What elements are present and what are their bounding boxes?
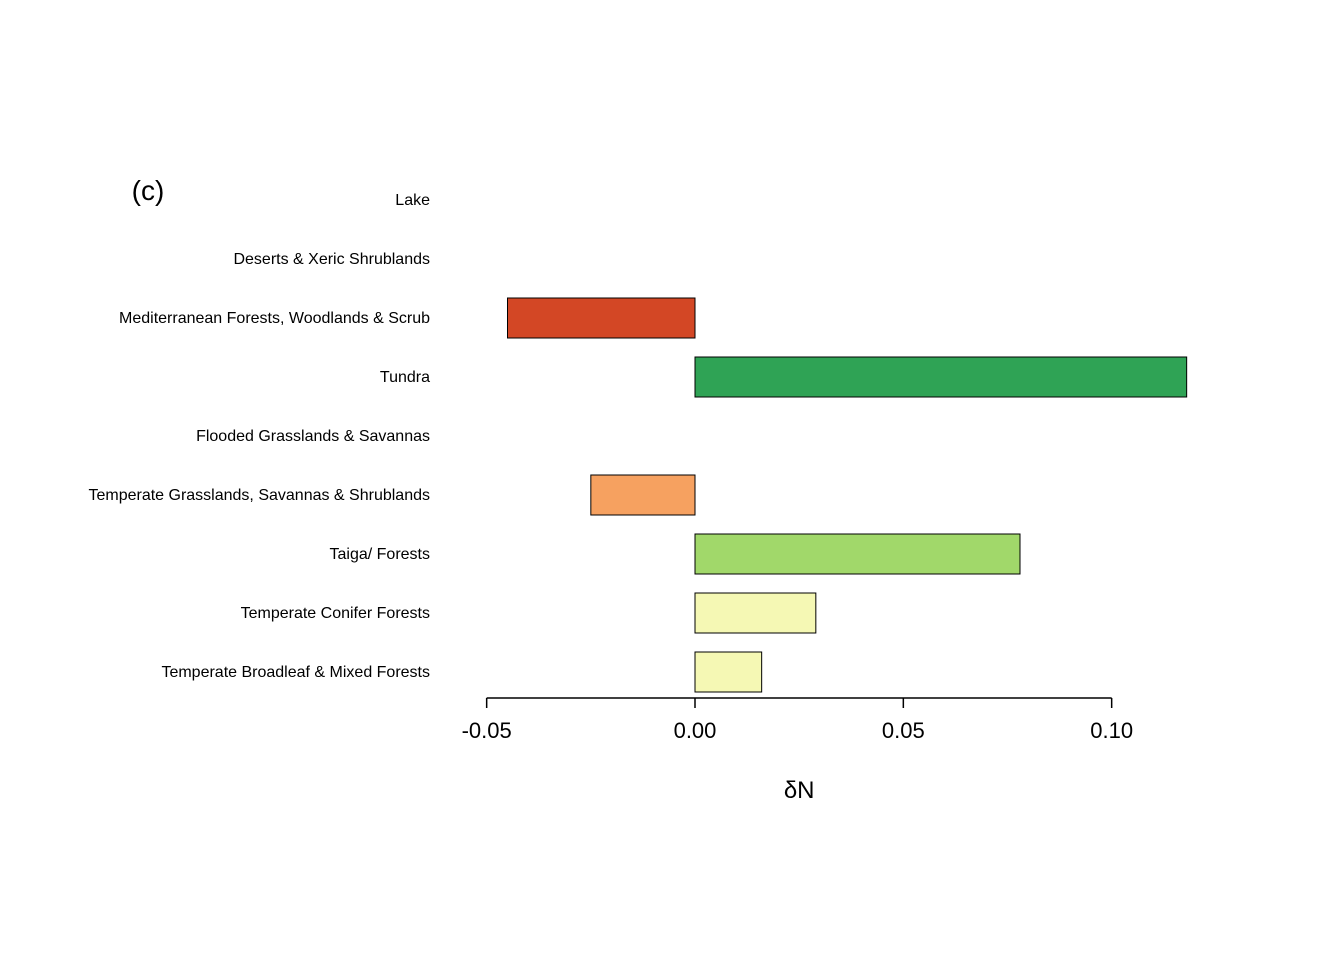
deltaN-bar-chart: -0.05 0.00 0.05 0.10 δN Lake Deserts & Xeric S… — [0, 0, 1344, 960]
bar — [591, 475, 695, 515]
category-label: Taiga/ Forests — [330, 546, 430, 563]
bar — [695, 652, 762, 692]
category-label: Temperate Conifer Forests — [241, 605, 430, 622]
bar — [695, 534, 1020, 574]
category-label: Temperate Grasslands, Savannas & Shrubla… — [88, 487, 430, 504]
category-label: Tundra — [380, 369, 430, 386]
x-tick-label: -0.05 — [462, 718, 512, 743]
x-tick-label: 0.05 — [882, 718, 925, 743]
category-label: Deserts & Xeric Shrublands — [233, 251, 430, 268]
category-label: Temperate Broadleaf & Mixed Forests — [161, 664, 430, 681]
category-label: Mediterranean Forests, Woodlands & Scrub — [119, 310, 430, 327]
bar — [508, 298, 696, 338]
x-tick-label: 0.00 — [674, 718, 717, 743]
x-tick-label: 0.10 — [1090, 718, 1133, 743]
category-label: Lake — [395, 192, 430, 209]
bar — [695, 357, 1187, 397]
category-label: Flooded Grasslands & Savannas — [196, 428, 430, 445]
bar — [695, 593, 816, 633]
panel-label: (c) — [132, 175, 165, 206]
x-axis-label: δN — [784, 777, 815, 804]
